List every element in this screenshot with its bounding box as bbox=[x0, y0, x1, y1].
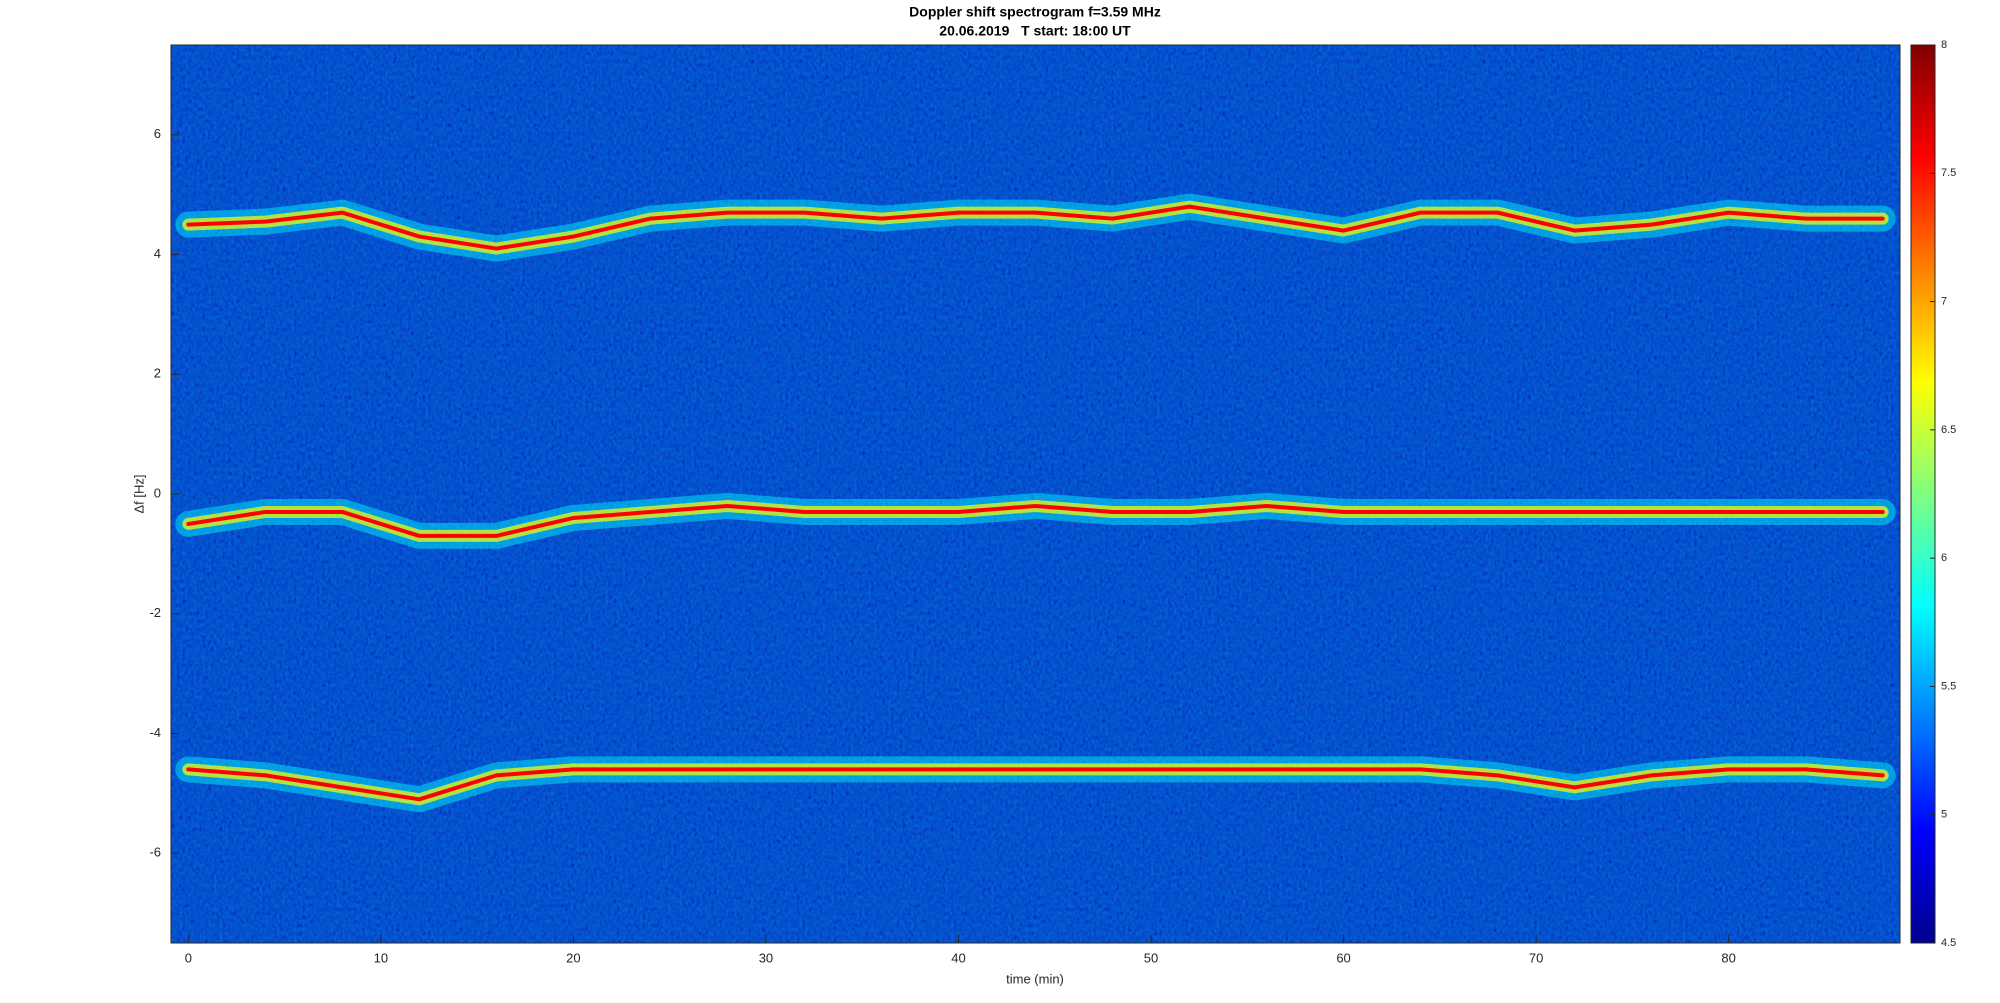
chart-title: Doppler shift spectrogram f=3.59 MHz bbox=[909, 4, 1161, 20]
colorbar-tick-label: 7 bbox=[1941, 295, 1947, 307]
x-axis-label: time (min) bbox=[1006, 971, 1064, 986]
plot-area bbox=[175, 193, 1896, 813]
colorbar-tick-label: 7.5 bbox=[1941, 167, 1956, 179]
y-tick-label: 4 bbox=[154, 246, 161, 261]
colorbar bbox=[1910, 44, 1936, 944]
y-tick-label: 0 bbox=[154, 485, 161, 500]
y-tick-label: -4 bbox=[149, 725, 161, 740]
chart-subtitle: 20.06.2019 T start: 18:00 UT bbox=[939, 23, 1131, 39]
x-tick-label: 80 bbox=[1721, 950, 1735, 965]
band-trace bbox=[186, 503, 1885, 538]
y-tick-label: -6 bbox=[149, 845, 161, 860]
x-tick-label: 0 bbox=[185, 950, 192, 965]
y-axis-label: Δf [Hz] bbox=[131, 474, 146, 513]
colorbar-tick-label: 6 bbox=[1941, 552, 1947, 564]
x-tick-label: 20 bbox=[566, 950, 580, 965]
colorbar-tick-label: 5 bbox=[1941, 809, 1947, 821]
y-tick-label: 6 bbox=[154, 126, 161, 141]
colorbar-tick-label: 6.5 bbox=[1941, 424, 1956, 436]
x-tick-label: 70 bbox=[1529, 950, 1543, 965]
x-tick-label: 10 bbox=[374, 950, 388, 965]
colorbar-tick-label: 8 bbox=[1941, 39, 1947, 51]
band-trace bbox=[186, 767, 1885, 802]
x-tick-label: 30 bbox=[759, 950, 773, 965]
x-tick-label: 50 bbox=[1144, 950, 1158, 965]
y-tick-label: 2 bbox=[154, 366, 161, 381]
x-tick-label: 40 bbox=[951, 950, 965, 965]
colorbar-tick-label: 4.5 bbox=[1941, 937, 1956, 949]
colorbar-tick-label: 5.5 bbox=[1941, 680, 1956, 692]
band-trace bbox=[186, 204, 1885, 251]
spectrogram-texture bbox=[171, 45, 1900, 943]
x-tick-label: 60 bbox=[1336, 950, 1350, 965]
y-tick-label: -2 bbox=[149, 605, 161, 620]
